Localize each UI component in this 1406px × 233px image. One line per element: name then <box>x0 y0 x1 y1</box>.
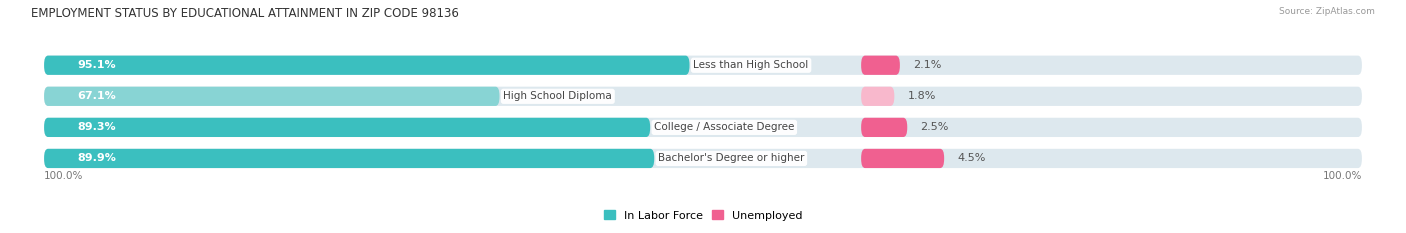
FancyBboxPatch shape <box>44 118 650 137</box>
Text: 2.1%: 2.1% <box>912 60 942 70</box>
FancyBboxPatch shape <box>44 149 1362 168</box>
FancyBboxPatch shape <box>860 149 945 168</box>
Text: High School Diploma: High School Diploma <box>503 91 612 101</box>
FancyBboxPatch shape <box>44 56 689 75</box>
FancyBboxPatch shape <box>44 118 1362 137</box>
Text: 67.1%: 67.1% <box>77 91 115 101</box>
Text: Source: ZipAtlas.com: Source: ZipAtlas.com <box>1279 7 1375 16</box>
FancyBboxPatch shape <box>44 87 1362 106</box>
FancyBboxPatch shape <box>44 87 499 106</box>
FancyBboxPatch shape <box>44 149 654 168</box>
Text: 95.1%: 95.1% <box>77 60 115 70</box>
Text: 100.0%: 100.0% <box>1323 171 1362 181</box>
Legend: In Labor Force, Unemployed: In Labor Force, Unemployed <box>599 206 807 225</box>
FancyBboxPatch shape <box>44 56 1362 75</box>
Text: 1.8%: 1.8% <box>907 91 936 101</box>
Text: 89.3%: 89.3% <box>77 122 115 132</box>
Text: 100.0%: 100.0% <box>44 171 83 181</box>
FancyBboxPatch shape <box>860 118 907 137</box>
Text: Bachelor's Degree or higher: Bachelor's Degree or higher <box>658 154 804 163</box>
FancyBboxPatch shape <box>860 87 894 106</box>
Text: 89.9%: 89.9% <box>77 154 115 163</box>
Text: EMPLOYMENT STATUS BY EDUCATIONAL ATTAINMENT IN ZIP CODE 98136: EMPLOYMENT STATUS BY EDUCATIONAL ATTAINM… <box>31 7 458 20</box>
FancyBboxPatch shape <box>860 56 900 75</box>
Text: 2.5%: 2.5% <box>921 122 949 132</box>
Text: College / Associate Degree: College / Associate Degree <box>654 122 794 132</box>
Text: Less than High School: Less than High School <box>693 60 808 70</box>
Text: 4.5%: 4.5% <box>957 154 986 163</box>
